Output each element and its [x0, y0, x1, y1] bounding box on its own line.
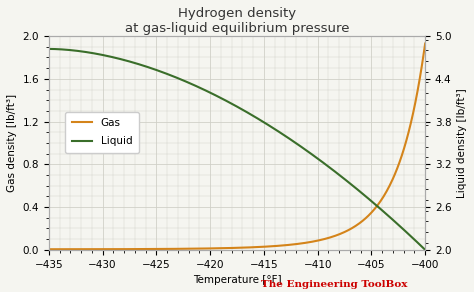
Liquid: [46, 47, 52, 51]
Gas: [355, 223, 360, 227]
Gas: [413, 97, 419, 100]
Title: Hydrogen density
at gas-liquid equilibrium pressure: Hydrogen density at gas-liquid equilibri…: [125, 7, 349, 35]
Text: The Engineering ToolBox: The Engineering ToolBox: [261, 280, 407, 289]
Y-axis label: Gas density [lb/ft³]: Gas density [lb/ft³]: [7, 94, 17, 192]
Liquid: [413, 239, 419, 243]
Gas: [227, 246, 233, 250]
Y-axis label: Liquid density [lb/ft³]: Liquid density [lb/ft³]: [457, 88, 467, 198]
Liquid: [250, 114, 255, 117]
Line: Liquid: Liquid: [49, 49, 425, 250]
Gas: [46, 248, 52, 251]
Line: Gas: Gas: [49, 44, 425, 249]
Liquid: [422, 248, 428, 251]
Liquid: [227, 101, 233, 105]
Liquid: [225, 100, 230, 103]
X-axis label: Temperature [°F]: Temperature [°F]: [193, 275, 281, 285]
Gas: [250, 246, 255, 249]
Gas: [225, 246, 230, 250]
Liquid: [355, 187, 360, 191]
Legend: Gas, Liquid: Gas, Liquid: [65, 112, 138, 153]
Gas: [422, 42, 428, 45]
Liquid: [270, 126, 276, 130]
Gas: [270, 244, 276, 248]
